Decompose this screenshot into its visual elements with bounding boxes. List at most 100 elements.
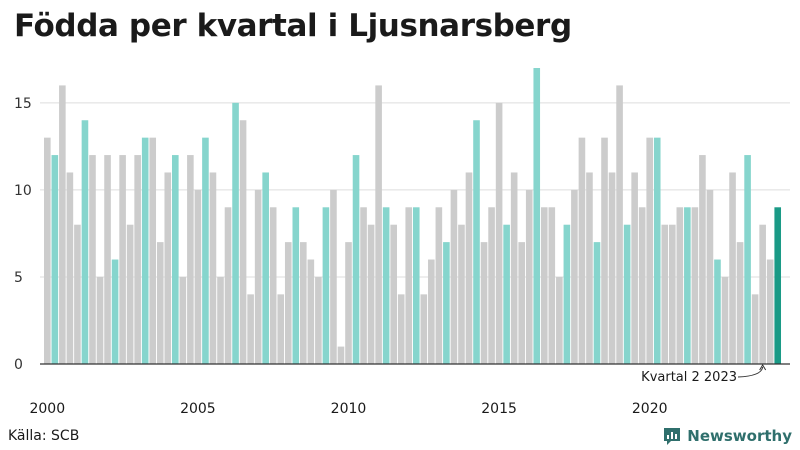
bar xyxy=(578,137,586,364)
bar xyxy=(751,294,759,364)
bar xyxy=(443,242,450,364)
bar xyxy=(217,276,224,364)
bar xyxy=(525,189,533,364)
bar xyxy=(661,224,669,364)
bar xyxy=(593,242,601,364)
bar xyxy=(653,137,661,364)
bar xyxy=(322,207,330,364)
y-tick-label: 5 xyxy=(14,270,23,286)
bar xyxy=(156,242,164,364)
bar xyxy=(262,172,269,364)
bar xyxy=(315,276,322,364)
newsworthy-logo-icon xyxy=(664,428,681,445)
bar xyxy=(224,207,232,364)
bar xyxy=(330,189,337,364)
bar xyxy=(232,102,239,364)
brand-name: Newsworthy xyxy=(687,427,792,445)
bar xyxy=(337,346,345,364)
bar xyxy=(307,259,315,364)
bar xyxy=(412,207,420,364)
bar xyxy=(623,224,631,364)
bar xyxy=(74,224,81,364)
brand-logo[interactable]: Newsworthy xyxy=(662,426,792,446)
bar xyxy=(435,207,443,364)
bar xyxy=(89,155,96,364)
x-tick-label: 2015 xyxy=(481,401,517,417)
bar xyxy=(172,155,179,364)
bar xyxy=(571,189,578,364)
annotation-label: Kvartal 2 2023 xyxy=(641,370,737,385)
bar xyxy=(465,172,473,364)
bar xyxy=(721,276,729,364)
bar xyxy=(556,276,563,364)
bar xyxy=(247,294,254,364)
bar xyxy=(736,242,744,364)
annotation-arrowhead xyxy=(759,364,767,371)
bar xyxy=(382,207,390,364)
axes: 0 5 10 15 2000 2005 2010 2015 2020 xyxy=(14,96,790,417)
bar xyxy=(134,155,141,364)
y-tick-label: 0 xyxy=(14,357,23,373)
bar xyxy=(676,207,684,364)
bar xyxy=(510,172,518,364)
bar xyxy=(390,224,397,364)
bar xyxy=(420,294,428,364)
bar xyxy=(141,137,149,364)
bar xyxy=(239,120,247,365)
bar xyxy=(209,172,217,364)
bar xyxy=(300,242,307,364)
bar xyxy=(254,189,262,364)
bar xyxy=(540,207,548,364)
bar xyxy=(503,224,510,364)
x-tick-label: 2000 xyxy=(29,401,65,417)
bar xyxy=(766,259,774,364)
bar xyxy=(277,294,285,364)
bar xyxy=(458,224,465,364)
bar xyxy=(44,137,51,364)
bar xyxy=(668,224,676,364)
bar xyxy=(352,155,360,364)
bar xyxy=(111,259,119,364)
bar xyxy=(269,207,277,364)
x-tick-label: 2020 xyxy=(632,401,668,417)
bar xyxy=(375,85,382,364)
x-tick-label: 2005 xyxy=(180,401,216,417)
bar xyxy=(360,207,367,364)
bar xyxy=(480,242,488,364)
bar xyxy=(345,242,352,364)
bar xyxy=(706,189,714,364)
bar xyxy=(81,120,89,365)
bar xyxy=(292,207,300,364)
bar xyxy=(405,207,413,364)
bar xyxy=(684,207,691,364)
bar xyxy=(284,242,292,364)
bar xyxy=(194,189,202,364)
bar xyxy=(488,207,495,364)
bar xyxy=(149,137,157,364)
y-tick-label: 15 xyxy=(14,96,32,112)
bar xyxy=(608,172,616,364)
bar xyxy=(774,207,782,364)
bar xyxy=(638,207,646,364)
bar xyxy=(601,137,608,364)
bar xyxy=(66,172,74,364)
bar xyxy=(518,242,525,364)
bar xyxy=(759,224,766,364)
bar xyxy=(744,155,751,364)
bar xyxy=(714,259,721,364)
bar xyxy=(548,207,556,364)
bar xyxy=(699,155,706,364)
bar xyxy=(202,137,209,364)
annotation-arrow xyxy=(737,366,764,378)
bar xyxy=(367,224,375,364)
bar xyxy=(397,294,405,364)
bar xyxy=(563,224,571,364)
source-note: Källa: SCB xyxy=(8,428,80,444)
bar xyxy=(450,189,458,364)
bar xyxy=(586,172,593,364)
bar xyxy=(164,172,172,364)
bar xyxy=(631,172,638,364)
y-tick-label: 10 xyxy=(14,183,32,199)
bar xyxy=(616,85,623,364)
